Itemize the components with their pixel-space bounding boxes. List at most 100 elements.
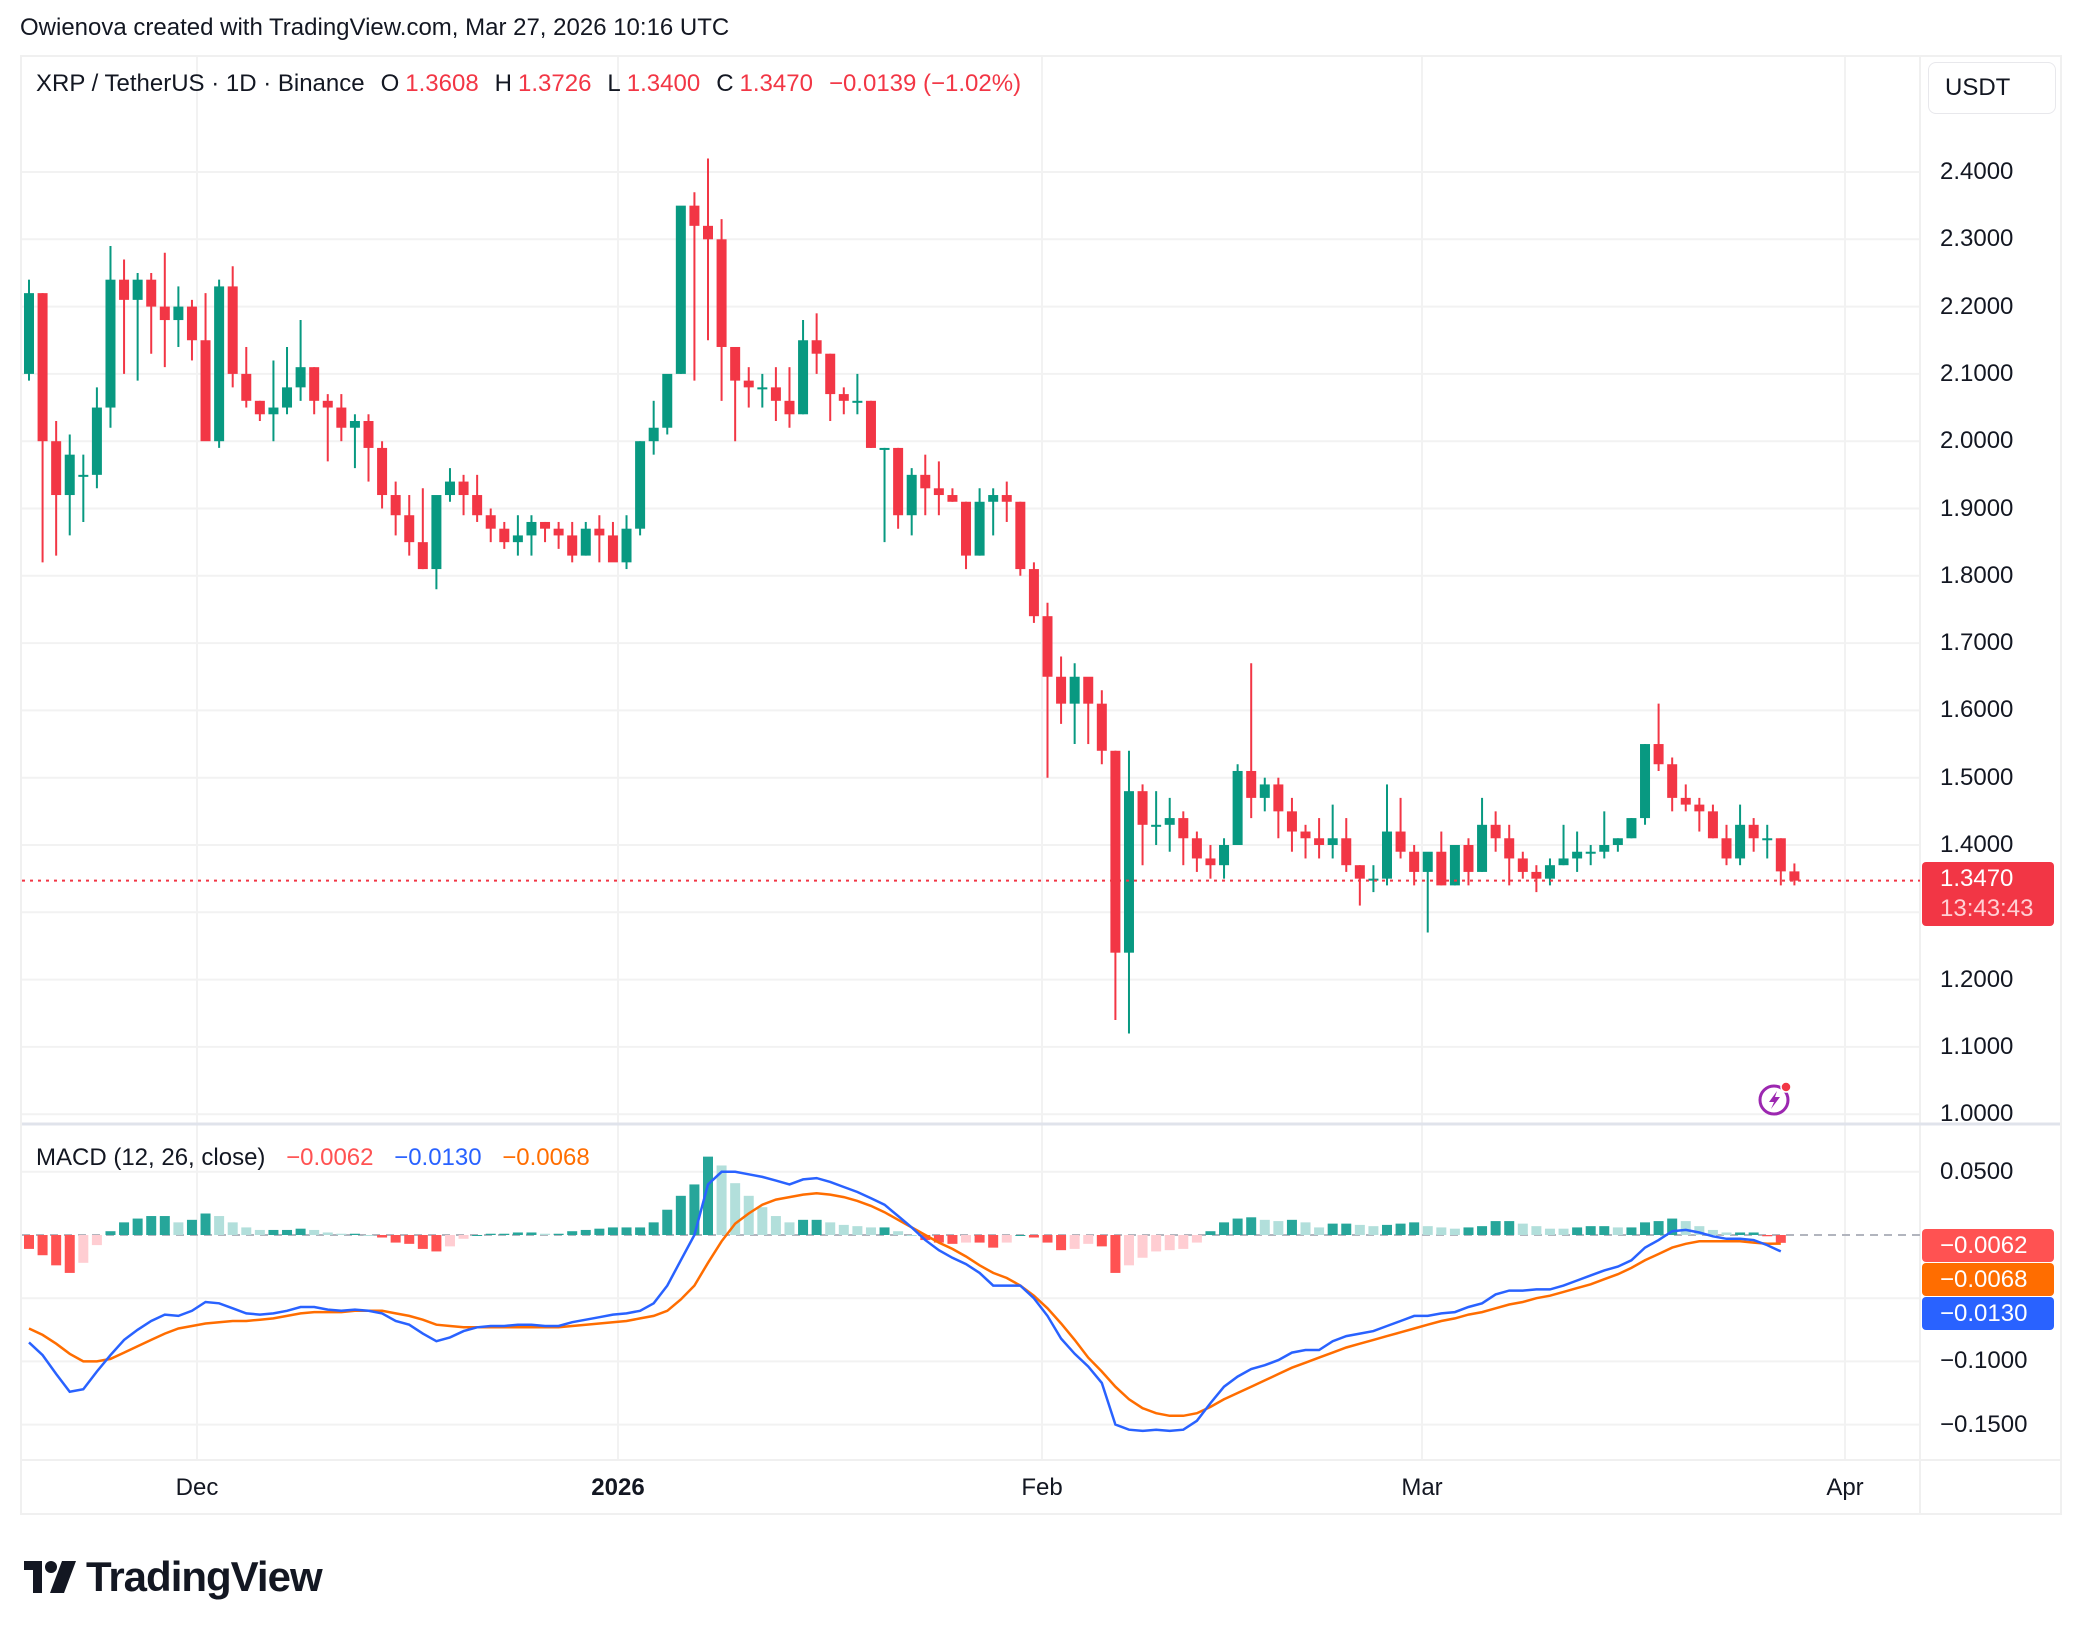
candle-body — [1110, 750, 1121, 953]
candle-body — [1585, 851, 1596, 854]
macd-title[interactable]: MACD (12, 26, close) — [36, 1144, 266, 1171]
lightning-bolt-icon[interactable] — [1756, 1078, 1796, 1118]
candle-body — [417, 542, 428, 570]
candle-body — [838, 394, 849, 401]
candle-body — [404, 515, 415, 543]
macd-axis-label: 0.0500 — [1940, 1157, 2014, 1185]
candle-body — [64, 454, 75, 496]
macd-histogram-bar — [349, 1233, 360, 1235]
macd-histogram-bar — [988, 1235, 999, 1248]
candle-body — [390, 495, 401, 516]
macd-histogram-bar — [580, 1229, 591, 1235]
candle-body — [1735, 824, 1746, 859]
candle-body — [91, 407, 102, 475]
macd-histogram-bar — [1354, 1224, 1365, 1235]
macd-histogram-bar — [865, 1227, 876, 1235]
macd-histogram-bar — [512, 1232, 523, 1235]
candle-body — [1422, 851, 1433, 872]
candle-body — [703, 225, 713, 240]
macd-histogram-bar — [1612, 1227, 1623, 1235]
candle-body — [1612, 838, 1623, 845]
price-axis-label: 1.8000 — [1940, 561, 2014, 589]
tradingview-logo[interactable]: TradingView — [24, 1553, 323, 1601]
macd-histogram-bar — [159, 1216, 170, 1235]
candle-body — [1626, 818, 1637, 839]
bar-countdown: 13:43:43 — [1940, 895, 2034, 922]
candle-body — [1259, 784, 1270, 798]
candle-body — [689, 205, 700, 226]
candle-body — [1544, 865, 1555, 879]
candle-body — [540, 521, 551, 529]
macd-histogram-bar — [1436, 1227, 1447, 1235]
macd-histogram-bar — [78, 1235, 89, 1263]
macd-histogram-bar — [37, 1235, 48, 1256]
time-axis-label: 2026 — [591, 1474, 645, 1501]
currency-button[interactable]: USDT — [1928, 62, 2056, 114]
macd-histogram-bar — [173, 1222, 184, 1235]
macd-histogram-bar — [1694, 1226, 1705, 1235]
candle-body — [1056, 676, 1067, 704]
symbol-title[interactable]: XRP / TetherUS · 1D · Binance — [36, 70, 365, 97]
candle-body — [906, 474, 917, 516]
macd-histogram-bar — [1368, 1226, 1379, 1235]
candle-body — [1382, 831, 1392, 879]
macd-histogram-bar — [1707, 1229, 1718, 1235]
candle-body — [472, 495, 483, 516]
macd-histogram-bar — [1721, 1232, 1732, 1235]
candle-body — [648, 427, 659, 442]
macd-histogram-bar — [961, 1235, 972, 1243]
candle-body — [485, 515, 496, 529]
candle-body — [1762, 838, 1773, 841]
candle-body — [105, 279, 116, 408]
macd-histogram-bar — [91, 1235, 102, 1246]
macd-histogram-bar — [757, 1207, 768, 1235]
macd-histogram-bar — [675, 1195, 686, 1235]
candle-body — [78, 474, 89, 477]
macd-axis-label: −0.1000 — [1940, 1347, 2028, 1375]
macd-histogram-bar — [1300, 1222, 1311, 1235]
macd-histogram-bar — [689, 1184, 700, 1235]
candle-body — [743, 380, 754, 388]
macd-histogram-bar — [1463, 1227, 1474, 1235]
candle-body — [254, 400, 265, 415]
macd-histogram-bar — [947, 1235, 958, 1244]
macd-histogram-bar — [1232, 1218, 1243, 1235]
candle-body — [1219, 845, 1230, 866]
macd-histogram-bar — [1110, 1235, 1121, 1273]
candle-body — [1436, 851, 1447, 886]
candle-body — [295, 367, 306, 388]
candle-body — [1300, 831, 1311, 839]
candle-body — [1354, 865, 1365, 879]
candle-body — [1191, 838, 1202, 859]
macd-histogram-bar — [1762, 1235, 1773, 1237]
candle-body — [1137, 791, 1148, 825]
macd-histogram-bar — [784, 1222, 795, 1235]
macd-histogram-bar — [1137, 1235, 1148, 1258]
candle-body — [1599, 845, 1610, 852]
candle-body — [37, 293, 48, 442]
low-value: 1.3400 — [626, 70, 701, 97]
macd-histogram-bar — [1517, 1223, 1528, 1235]
macd-histogram-bar — [1314, 1227, 1325, 1235]
macd-histogram-bar — [1151, 1235, 1162, 1252]
current-price-tag: 1.3470 13:43:43 — [1922, 862, 2054, 926]
macd-histogram-bar — [1056, 1235, 1067, 1251]
candle-body — [1680, 797, 1691, 805]
macd-histogram-bar — [214, 1216, 225, 1235]
macd-histogram-bar — [1653, 1221, 1664, 1235]
macd-histogram-bar — [200, 1213, 211, 1235]
macd-histogram-bar — [1382, 1224, 1392, 1235]
macd-histogram-bar — [540, 1233, 551, 1235]
macd-histogram-bar — [621, 1227, 632, 1235]
candle-body — [1341, 838, 1352, 866]
candle-body — [431, 495, 442, 570]
tradingview-logo-icon — [24, 1561, 76, 1593]
close-value: 1.3470 — [739, 70, 813, 97]
macd-histogram-bar — [1572, 1227, 1583, 1235]
candle-body — [146, 279, 157, 307]
price-axis-label: 1.5000 — [1940, 763, 2014, 791]
macd-histogram-bar — [1490, 1221, 1501, 1235]
candle-body — [1775, 838, 1786, 872]
price-axis-label: 1.4000 — [1940, 831, 2014, 858]
